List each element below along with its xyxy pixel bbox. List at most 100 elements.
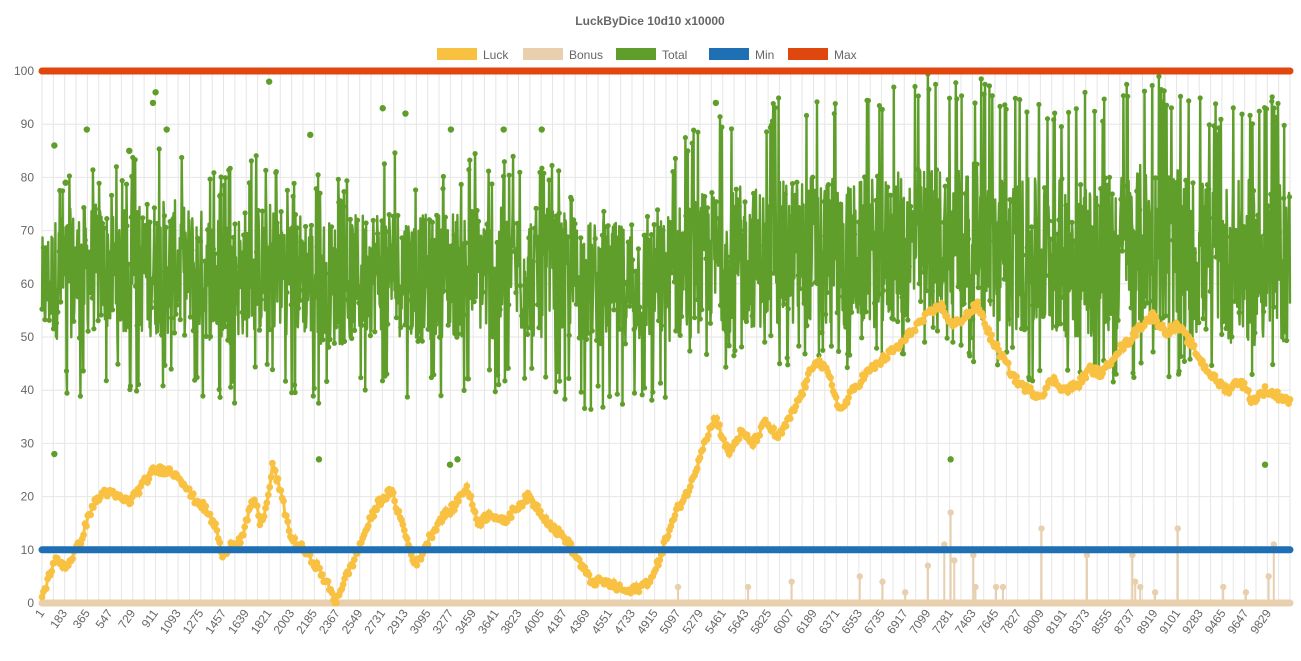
x-tick-label: 6553: [838, 606, 865, 636]
luck-point: [206, 510, 214, 518]
x-tick-label: 9283: [1179, 606, 1206, 636]
y-tick-label: 100: [14, 64, 34, 78]
luck-point: [845, 394, 852, 401]
luck-point: [799, 391, 807, 398]
total-peak-point: [379, 105, 386, 112]
luck-point: [1153, 317, 1161, 325]
luck-point: [713, 414, 721, 422]
luck-point: [239, 531, 247, 539]
bonus-point: [1174, 525, 1181, 532]
bonus-point: [970, 551, 977, 559]
series-layer: [38, 67, 1294, 607]
luck-point: [828, 381, 836, 389]
y-tick-label: 30: [21, 436, 35, 450]
x-tick-label: 8373: [1066, 606, 1093, 636]
x-tick-label: 2549: [339, 606, 366, 636]
x-tick-label: 6189: [793, 606, 820, 636]
luck-point: [920, 318, 927, 325]
luck-point: [319, 571, 326, 578]
legend-label-total: Total: [662, 48, 687, 62]
x-tick-label: 5825: [748, 606, 775, 636]
luck-point: [189, 490, 197, 498]
x-tick-label: 3459: [452, 606, 479, 636]
luck-point: [664, 532, 672, 540]
x-tick-label: 547: [93, 606, 116, 631]
total-peak-point: [51, 450, 58, 458]
luck-point: [285, 527, 293, 535]
total-peak-point: [402, 110, 409, 117]
luck-point: [364, 522, 372, 530]
bonus-point: [1132, 578, 1139, 585]
bonus-point: [1265, 573, 1272, 580]
x-tick-label: 7827: [997, 606, 1024, 636]
x-tick-label: 4733: [611, 606, 638, 636]
luck-point: [1240, 379, 1248, 387]
luck-point: [979, 313, 987, 320]
x-tick-label: 7645: [975, 606, 1002, 636]
luck-point: [413, 561, 421, 569]
x-tick-label: 6917: [884, 606, 911, 636]
y-tick-label: 0: [27, 596, 34, 610]
y-tick-label: 80: [21, 170, 35, 184]
luck-point: [237, 539, 244, 547]
total-peak-point: [152, 89, 159, 96]
luck-point: [455, 497, 462, 505]
x-tick-label: 8737: [1111, 606, 1138, 636]
luck-point: [269, 459, 276, 467]
luck-point: [339, 581, 347, 588]
x-tick-label: 365: [70, 606, 93, 631]
luck-point: [832, 393, 840, 401]
x-tick-label: 4005: [520, 606, 547, 636]
total-peak-point: [126, 147, 133, 154]
x-tick-label: 1275: [180, 606, 207, 636]
total-peak-point: [315, 456, 323, 463]
luck-point: [345, 570, 353, 578]
total-peak-point: [83, 126, 91, 133]
legend-swatch-total: [616, 48, 656, 60]
bonus-point: [1151, 589, 1159, 596]
y-tick-label: 10: [21, 543, 35, 557]
luck-point: [266, 483, 274, 491]
x-tick-label: 8009: [1020, 606, 1047, 636]
luck-point: [395, 507, 403, 515]
luck-point: [332, 599, 340, 607]
luck-point: [216, 539, 224, 546]
x-tick-label: 8919: [1134, 606, 1161, 636]
luck-point: [671, 512, 679, 519]
luck-point: [911, 327, 919, 335]
x-tick-label: 1093: [157, 606, 184, 636]
bonus-point: [902, 589, 909, 596]
luck-point: [370, 513, 378, 520]
total-peak-point: [446, 461, 454, 468]
bonus-point: [856, 573, 863, 580]
luck-point: [42, 585, 50, 593]
luck-point: [213, 527, 221, 534]
luck-point: [264, 491, 272, 499]
luck-point: [1190, 342, 1198, 349]
x-tick-label: 9647: [1225, 606, 1252, 636]
total-peak-point: [712, 99, 720, 107]
legend-label-luck: Luck: [483, 48, 509, 62]
luck-point: [696, 454, 704, 461]
y-tick-label: 90: [21, 117, 35, 131]
x-tick-label: 1639: [225, 606, 252, 636]
luck-point: [350, 556, 358, 564]
bonus-point: [744, 583, 752, 591]
y-tick-label: 60: [21, 277, 35, 291]
x-tick-label: 3095: [407, 606, 434, 636]
x-tick-label: 3641: [475, 606, 502, 636]
luck-point: [884, 355, 891, 362]
x-tick-label: 7099: [907, 606, 934, 636]
luck-point: [284, 518, 292, 525]
luck-point: [324, 578, 332, 585]
x-tick-label: 3823: [498, 606, 525, 636]
bonus-point: [1270, 541, 1277, 548]
luck-point: [693, 465, 701, 472]
luck-point: [80, 531, 87, 539]
total-peak-point: [62, 179, 69, 186]
luck-point: [1013, 373, 1020, 380]
y-tick-label: 70: [21, 224, 35, 238]
luck-point: [467, 492, 475, 500]
luck-point: [267, 473, 275, 481]
